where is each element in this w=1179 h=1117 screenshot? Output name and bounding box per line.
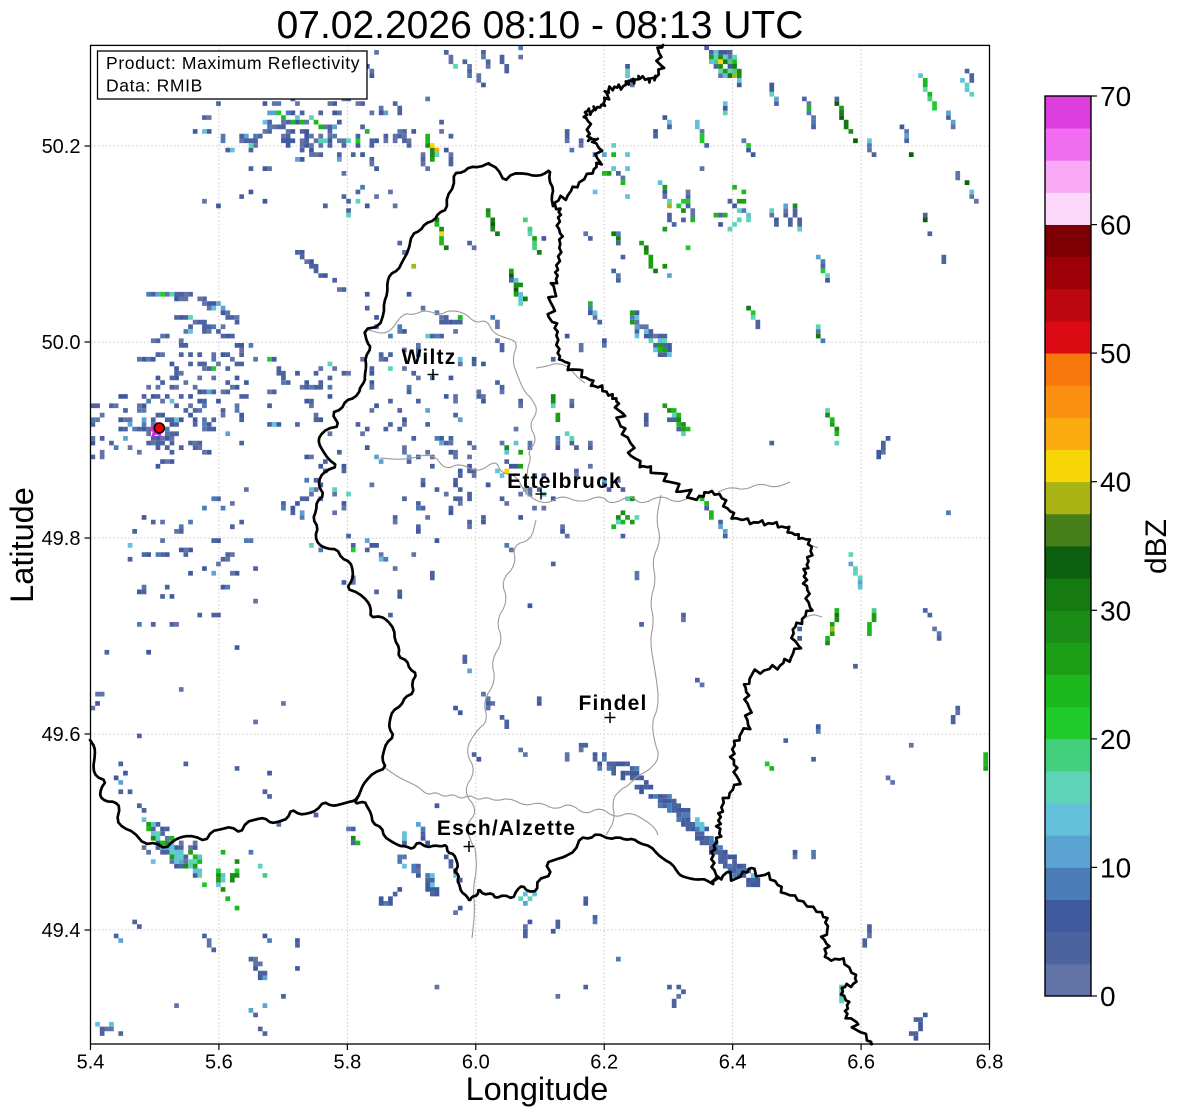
svg-text:0: 0 [1100, 981, 1116, 1012]
svg-text:6.6: 6.6 [847, 1052, 875, 1074]
svg-text:5.4: 5.4 [77, 1052, 105, 1074]
svg-text:Esch/Alzette: Esch/Alzette [437, 817, 576, 840]
svg-text:Findel: Findel [578, 692, 647, 715]
svg-text:49.6: 49.6 [42, 724, 81, 746]
svg-text:10: 10 [1100, 852, 1131, 883]
svg-text:30: 30 [1100, 595, 1131, 626]
svg-text:20: 20 [1100, 724, 1131, 755]
svg-text:50.2: 50.2 [42, 136, 81, 158]
svg-text:Ettelbruck: Ettelbruck [507, 470, 622, 493]
svg-text:6.8: 6.8 [976, 1052, 1004, 1074]
svg-text:50: 50 [1100, 338, 1131, 369]
svg-text:50.0: 50.0 [42, 332, 81, 354]
svg-text:5.8: 5.8 [333, 1052, 361, 1074]
svg-text:49.4: 49.4 [42, 920, 81, 942]
svg-text:6.0: 6.0 [462, 1052, 490, 1074]
svg-text:Wiltz: Wiltz [402, 346, 457, 369]
svg-text:40: 40 [1100, 467, 1131, 498]
svg-text:Product: Maximum Reflectivity: Product: Maximum Reflectivity [106, 53, 360, 73]
svg-text:Longitude: Longitude [466, 1071, 609, 1107]
svg-text:6.4: 6.4 [719, 1052, 747, 1074]
svg-text:70: 70 [1100, 81, 1131, 112]
svg-text:Latitude: Latitude [4, 487, 40, 603]
svg-text:07.02.2026 08:10 - 08:13 UTC: 07.02.2026 08:10 - 08:13 UTC [277, 4, 804, 47]
svg-text:49.8: 49.8 [42, 528, 81, 550]
svg-text:Data: RMIB: Data: RMIB [106, 76, 203, 96]
svg-text:dBZ: dBZ [1140, 519, 1173, 574]
svg-text:60: 60 [1100, 210, 1131, 241]
svg-text:5.6: 5.6 [205, 1052, 233, 1074]
svg-text:6.2: 6.2 [590, 1052, 618, 1074]
